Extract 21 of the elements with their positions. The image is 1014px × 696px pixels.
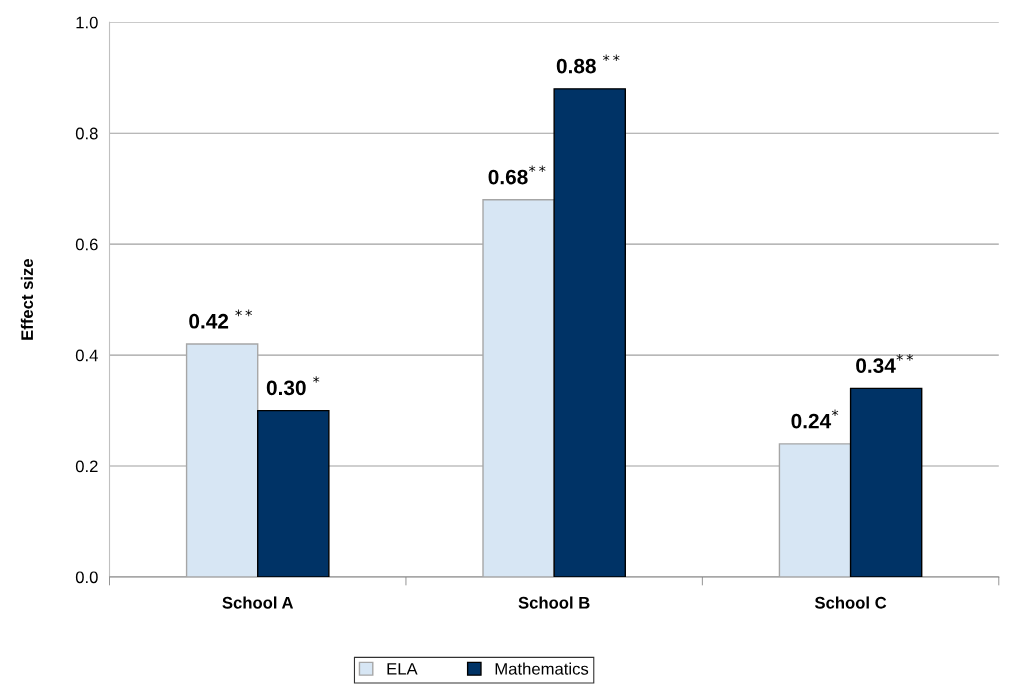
legend-label: ELA	[387, 663, 418, 675]
x-tick-label: School B	[518, 596, 590, 609]
legend-label: Mathematics	[495, 662, 589, 675]
x-tick-label: School A	[222, 596, 294, 609]
y-axis-title: Effect size	[20, 258, 34, 340]
bar	[553, 88, 626, 577]
data-label: 0.30 $^{*}$	[266, 376, 320, 396]
data-label: 0.68$^{**}$	[488, 165, 546, 185]
data-label: 0.88 $^{**}$	[556, 54, 620, 74]
data-label: 0.42 $^{**}$	[189, 309, 252, 329]
bar	[849, 387, 923, 577]
data-label: 0.34$^{**}$	[856, 353, 914, 374]
y-tick-label: 0.4	[75, 349, 98, 362]
y-tick-label: 0.0	[75, 571, 98, 584]
y-tick-label: 1.0	[76, 16, 98, 29]
y-tick-label: 0.6	[75, 238, 98, 251]
y-tick-label: 0.2	[75, 460, 98, 473]
y-tick-label: 0.8	[75, 127, 98, 140]
data-label: 0.24$^{*}$	[791, 409, 839, 429]
x-tick-label: School C	[814, 596, 887, 609]
bar	[257, 409, 330, 577]
